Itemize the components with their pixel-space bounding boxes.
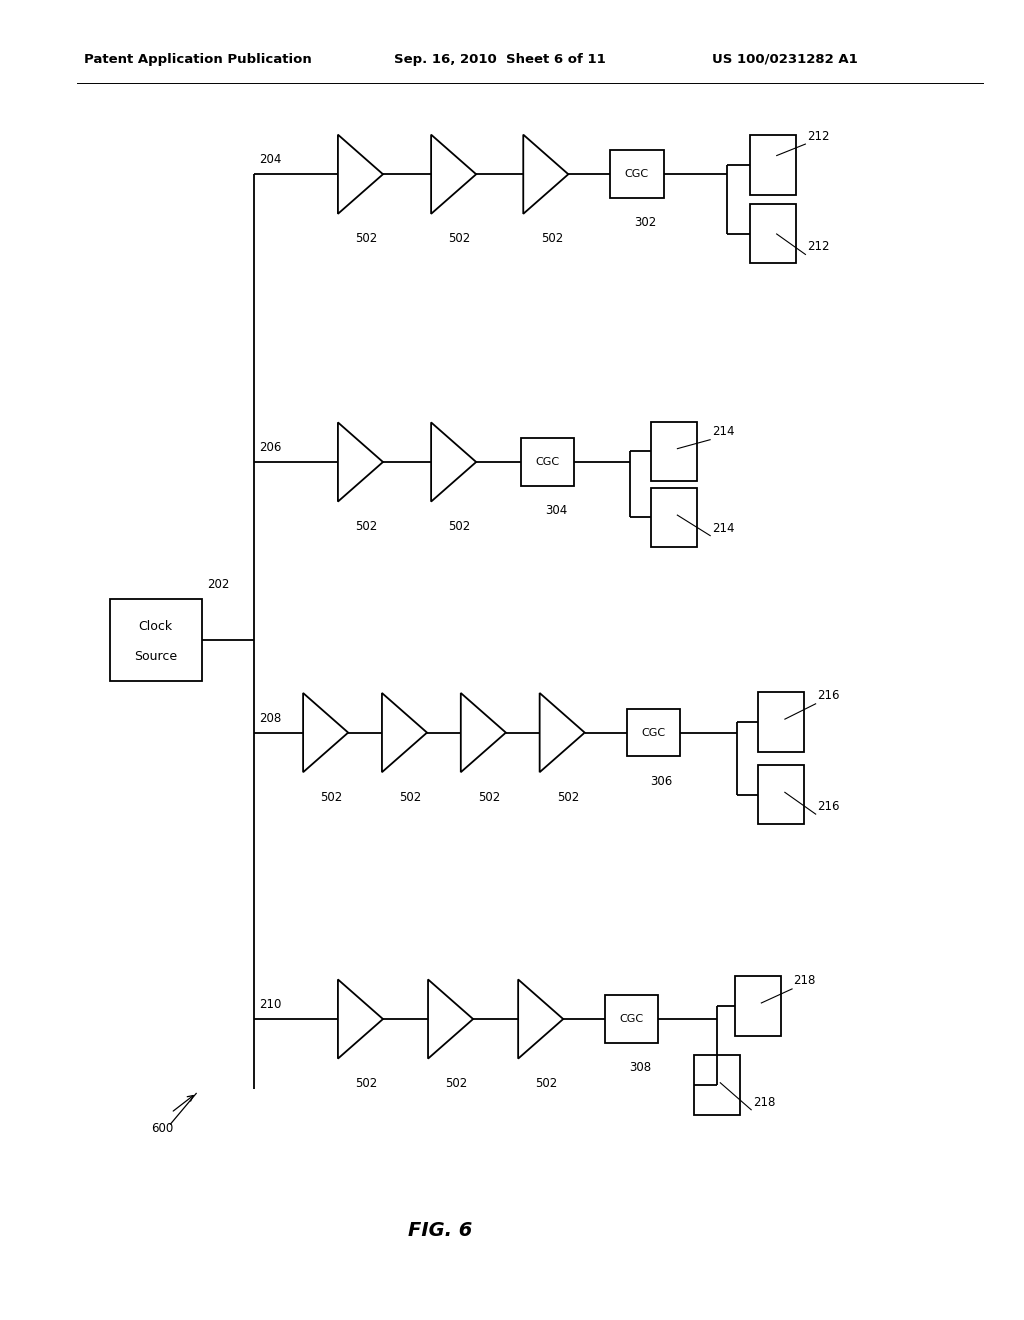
Text: CGC: CGC xyxy=(625,169,649,180)
Bar xyxy=(758,692,805,752)
Bar xyxy=(694,1056,739,1114)
Text: Clock: Clock xyxy=(138,620,173,634)
Text: 502: 502 xyxy=(355,520,378,533)
Text: 502: 502 xyxy=(541,232,563,246)
Text: 502: 502 xyxy=(355,232,378,246)
Bar xyxy=(627,709,680,756)
Text: 212: 212 xyxy=(807,240,829,253)
Text: 502: 502 xyxy=(399,791,422,804)
Text: CGC: CGC xyxy=(620,1014,644,1024)
Text: 218: 218 xyxy=(794,974,816,987)
Bar xyxy=(651,487,697,546)
Text: 502: 502 xyxy=(355,1077,378,1090)
Text: 502: 502 xyxy=(449,520,471,533)
Bar xyxy=(521,438,574,486)
Text: 216: 216 xyxy=(817,800,840,813)
Text: CGC: CGC xyxy=(536,457,560,467)
Text: 502: 502 xyxy=(536,1077,558,1090)
Bar xyxy=(758,766,805,824)
Text: 218: 218 xyxy=(753,1096,775,1109)
Text: 212: 212 xyxy=(807,129,829,143)
Bar xyxy=(605,995,658,1043)
Text: 502: 502 xyxy=(478,791,501,804)
Text: Source: Source xyxy=(134,649,177,663)
Text: US 100/0231282 A1: US 100/0231282 A1 xyxy=(712,53,857,66)
Text: 502: 502 xyxy=(449,232,471,246)
Text: 214: 214 xyxy=(712,425,734,438)
Bar xyxy=(610,150,664,198)
Text: 308: 308 xyxy=(629,1061,651,1074)
Text: 204: 204 xyxy=(259,153,282,166)
Text: 206: 206 xyxy=(259,441,282,454)
Text: 304: 304 xyxy=(545,504,567,517)
Text: 214: 214 xyxy=(712,521,734,535)
Text: FIG. 6: FIG. 6 xyxy=(409,1221,472,1239)
Text: 216: 216 xyxy=(817,689,840,702)
Text: 208: 208 xyxy=(259,711,282,725)
Bar xyxy=(750,203,797,263)
Text: CGC: CGC xyxy=(641,727,666,738)
Text: 502: 502 xyxy=(557,791,580,804)
Bar xyxy=(735,977,781,1035)
Text: Sep. 16, 2010  Sheet 6 of 11: Sep. 16, 2010 Sheet 6 of 11 xyxy=(394,53,606,66)
Bar xyxy=(110,599,202,681)
Text: 502: 502 xyxy=(321,791,343,804)
Text: 502: 502 xyxy=(445,1077,468,1090)
Text: 210: 210 xyxy=(259,998,282,1011)
Text: 302: 302 xyxy=(634,216,656,230)
Bar xyxy=(651,421,697,480)
Text: 306: 306 xyxy=(650,775,673,788)
Text: 202: 202 xyxy=(207,578,229,591)
Text: 600: 600 xyxy=(152,1122,174,1135)
Bar xyxy=(750,135,797,195)
Text: Patent Application Publication: Patent Application Publication xyxy=(84,53,311,66)
